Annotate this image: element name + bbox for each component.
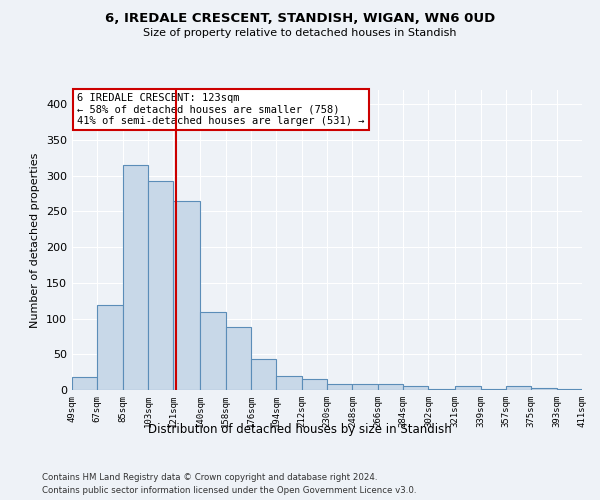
Bar [403,386,428,390]
Bar [97,305,123,390]
Y-axis label: Number of detached properties: Number of detached properties [31,152,40,328]
Text: Contains public sector information licensed under the Open Government Licence v3: Contains public sector information licen… [42,486,416,495]
Bar [455,386,481,390]
Bar [72,377,97,390]
Bar [352,384,378,390]
Bar [557,388,582,390]
Bar [200,312,226,390]
Bar [123,165,148,390]
Text: 6 IREDALE CRESCENT: 123sqm
← 58% of detached houses are smaller (758)
41% of sem: 6 IREDALE CRESCENT: 123sqm ← 58% of deta… [77,93,365,126]
Bar [173,200,200,390]
Text: Contains HM Land Registry data © Crown copyright and database right 2024.: Contains HM Land Registry data © Crown c… [42,472,377,482]
Bar [251,358,276,390]
Bar [506,386,531,390]
Bar [327,384,352,390]
Bar [276,376,302,390]
Text: Size of property relative to detached houses in Standish: Size of property relative to detached ho… [143,28,457,38]
Bar [148,180,173,390]
Bar [378,384,403,390]
Bar [531,388,557,390]
Text: Distribution of detached houses by size in Standish: Distribution of detached houses by size … [148,422,452,436]
Text: 6, IREDALE CRESCENT, STANDISH, WIGAN, WN6 0UD: 6, IREDALE CRESCENT, STANDISH, WIGAN, WN… [105,12,495,26]
Bar [481,388,506,390]
Bar [428,388,455,390]
Bar [302,380,327,390]
Bar [226,327,251,390]
